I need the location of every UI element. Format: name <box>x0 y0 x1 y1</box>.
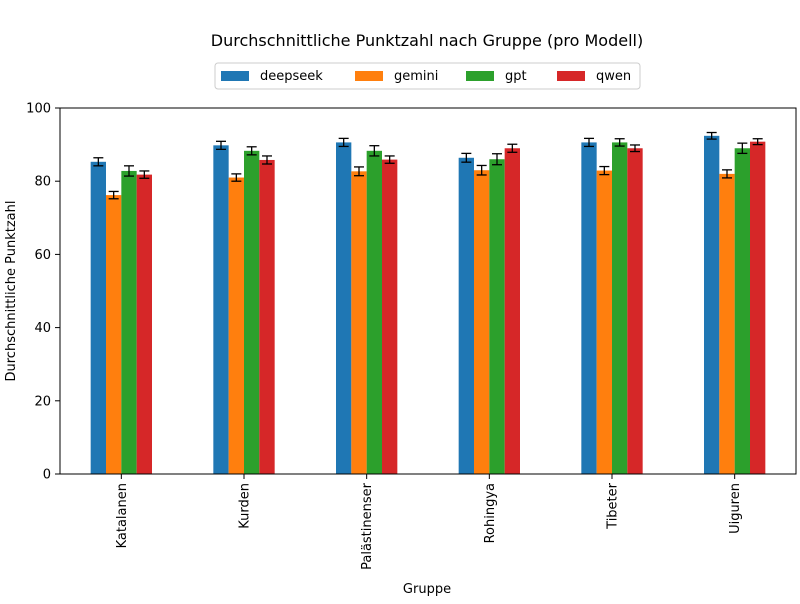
x-tick-label-3: Rohingya <box>483 483 498 543</box>
y-tick-label-2: 40 <box>34 321 51 336</box>
bar-qwen-1 <box>259 159 275 475</box>
bar-qwen-0 <box>136 174 152 474</box>
x-tick-label-1: Kurden <box>238 483 253 529</box>
y-axis-label: Durchschnittliche Punktzahl <box>4 201 19 382</box>
legend-frame <box>214 62 641 90</box>
x-tick-label-2: Palästinenser <box>360 482 375 570</box>
legend: deepseek gemini gpt qwen <box>214 62 641 90</box>
legend-swatch-gemini <box>355 71 383 81</box>
bar-deepseek-1 <box>213 145 229 474</box>
legend-label-qwen: qwen <box>596 69 631 84</box>
bar-gemini-4 <box>596 170 612 474</box>
y-tick-label-4: 80 <box>34 175 51 190</box>
legend-swatch-gpt <box>466 71 494 81</box>
bar-deepseek-5 <box>704 135 720 475</box>
x-axis-label: Gruppe <box>403 582 451 597</box>
legend-label-gemini: gemini <box>394 69 438 84</box>
bar-qwen-4 <box>627 148 643 474</box>
chart-title: Durchschnittliche Punktzahl nach Gruppe … <box>211 31 643 50</box>
y-tick-label-0: 0 <box>43 468 51 483</box>
legend-swatch-deepseek <box>221 71 249 81</box>
legend-label-deepseek: deepseek <box>260 69 323 84</box>
x-tick-label-0: Katalanen <box>115 483 130 548</box>
bar-qwen-3 <box>504 148 520 474</box>
bar-deepseek-3 <box>458 157 474 474</box>
x-tick-label-4: Tibeter <box>606 482 621 529</box>
legend-label-gpt: gpt <box>505 69 527 84</box>
bar-gemini-0 <box>106 195 122 474</box>
bar-gpt-5 <box>734 148 750 474</box>
y-tick-label-5: 100 <box>26 102 51 117</box>
bar-qwen-2 <box>382 159 398 474</box>
x-tick-label-5: Uiguren <box>728 483 743 534</box>
bar-qwen-5 <box>750 141 766 474</box>
bar-deepseek-2 <box>336 142 352 475</box>
bar-gemini-3 <box>474 170 490 474</box>
bar-gpt-4 <box>612 142 628 475</box>
axes-layer: 0 20 40 60 80 100 Katalanen Kurden Palästinenser… <box>26 102 797 570</box>
bar-deepseek-4 <box>581 142 597 475</box>
bar-gemini-5 <box>719 173 735 474</box>
bar-gemini-1 <box>228 177 244 475</box>
bar-gpt-2 <box>366 150 382 474</box>
bar-gemini-2 <box>351 171 367 474</box>
y-tick-label-1: 20 <box>34 394 51 409</box>
bar-deepseek-0 <box>90 161 106 474</box>
bars-layer <box>90 131 766 475</box>
legend-swatch-qwen <box>557 71 585 81</box>
y-tick-label-3: 60 <box>34 248 51 263</box>
bar-gpt-1 <box>244 150 260 474</box>
bar-gpt-3 <box>489 159 505 475</box>
bar-gpt-0 <box>121 170 137 474</box>
plot-frame <box>59 107 797 475</box>
